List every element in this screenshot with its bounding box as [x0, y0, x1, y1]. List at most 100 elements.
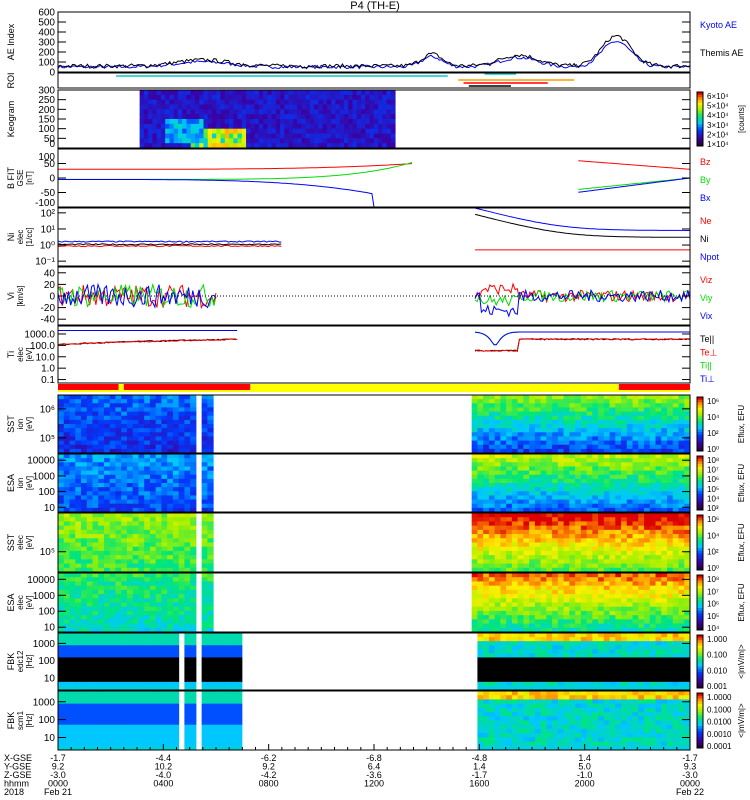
keogram-cell	[373, 128, 379, 134]
spectrogram-cell	[626, 462, 634, 467]
spectrogram-cell	[598, 589, 605, 595]
spectrogram-cell	[149, 567, 157, 573]
spectrogram-cell	[138, 424, 145, 429]
keogram-cell	[361, 90, 366, 96]
keogram-cell	[152, 114, 158, 120]
spectrogram-cell	[684, 598, 691, 603]
keogram-cell	[386, 109, 392, 115]
spectrogram-cell	[92, 395, 99, 400]
spectrogram-cell	[132, 649, 139, 654]
spectrogram-cell	[190, 436, 197, 442]
spectrogram-cell	[586, 424, 593, 429]
spectrogram-cell	[98, 436, 105, 442]
spectrogram-cell	[471, 499, 478, 505]
spectrogram-cell	[201, 424, 208, 429]
spectrogram-cell	[626, 550, 634, 556]
spectrogram-cell	[655, 487, 662, 492]
keogram-cell	[284, 104, 290, 110]
keogram-cell	[318, 143, 324, 149]
spectrogram-cell	[523, 436, 530, 442]
keogram-cell	[207, 94, 213, 101]
spectrogram-cell	[172, 415, 180, 421]
y-tick-label: 10⁻¹	[35, 257, 55, 268]
spectrogram-cell	[552, 555, 559, 560]
spectrogram-cell	[75, 444, 82, 450]
spectrogram-cell	[609, 399, 616, 404]
spectrogram-cell	[167, 657, 174, 662]
spectrogram-cell	[592, 542, 599, 548]
keogram-cell	[365, 109, 371, 115]
legend-ne: Ne	[700, 216, 712, 226]
spectrogram-cell	[494, 474, 501, 480]
spectrogram-cell	[63, 641, 70, 646]
spectrogram-cell	[511, 559, 519, 565]
keogram-cell	[263, 133, 268, 139]
spectrogram-cell	[115, 542, 122, 548]
keogram-cell	[143, 90, 149, 96]
spectrogram-cell	[592, 517, 599, 522]
spectrogram-cell	[126, 585, 134, 591]
colorbar-cell	[697, 583, 703, 587]
keogram-cell	[301, 138, 307, 144]
spectrogram-cell	[621, 521, 628, 527]
keogram-cell	[246, 143, 251, 149]
spectrogram-cell	[167, 440, 174, 446]
keogram-cell	[173, 114, 179, 120]
keogram-cell	[212, 114, 217, 120]
spectrogram-cell	[592, 440, 599, 446]
colorbar-cell	[697, 616, 703, 620]
y-tick-label: 1000.0	[24, 329, 55, 340]
spectrogram-cell	[644, 546, 651, 552]
spectrogram-cell	[563, 436, 570, 442]
keogram-cell	[335, 99, 341, 105]
spectrogram-cell	[184, 436, 191, 442]
spectrogram-cell	[494, 415, 501, 421]
spectrogram-cell	[167, 478, 174, 484]
spectrogram-cell	[523, 440, 530, 446]
keogram-cell	[263, 99, 268, 105]
spectrogram-cell	[58, 606, 65, 612]
spectrogram-cell	[103, 610, 111, 616]
spectrogram-cell	[644, 573, 651, 578]
spectrogram-cell	[546, 555, 553, 560]
spectrogram-cell	[500, 428, 507, 433]
spectrogram-cell	[586, 399, 593, 404]
spectrogram-cell	[621, 598, 628, 603]
spectrogram-cell	[167, 448, 174, 454]
spectrogram-cell	[121, 610, 128, 616]
keogram-cell	[271, 104, 277, 110]
spectrogram-cell	[138, 681, 145, 687]
keogram-cell	[143, 128, 149, 134]
spectrogram-cell	[638, 529, 645, 535]
spectrogram-cell	[92, 411, 99, 417]
spectrogram-cell	[511, 407, 519, 413]
spectrogram-cell	[534, 499, 542, 505]
spectrogram-cell	[138, 529, 145, 535]
spectrogram-cell	[603, 623, 611, 629]
spectrogram-cell	[58, 594, 65, 599]
spectrogram-cell	[138, 466, 145, 472]
spectrogram-cell	[80, 602, 88, 608]
keogram-cell	[160, 114, 166, 120]
spectrogram-cell	[75, 399, 82, 404]
keogram-cell	[297, 90, 302, 96]
spectrogram-cell	[115, 681, 122, 687]
spectrogram-cell	[103, 499, 111, 505]
spectrogram-cell	[649, 454, 657, 459]
spectrogram-cell	[172, 619, 180, 625]
spectrogram-cell	[86, 399, 93, 404]
spectrogram-cell	[86, 563, 93, 569]
spectrogram-cell	[580, 594, 588, 599]
spectrogram-cell	[149, 669, 157, 675]
spectrogram-cell	[517, 428, 524, 433]
keogram-cell	[378, 128, 383, 134]
spectrogram-cell	[121, 585, 128, 591]
spectrogram-cell	[80, 606, 88, 612]
spectrogram-cell	[494, 610, 501, 616]
spectrogram-cell	[109, 499, 116, 505]
spectrogram-cell	[98, 653, 105, 658]
colorbar-cell	[697, 113, 703, 117]
spectrogram-cell	[190, 550, 197, 556]
keogram-cell	[365, 104, 371, 110]
spectrogram-cell	[92, 521, 99, 527]
